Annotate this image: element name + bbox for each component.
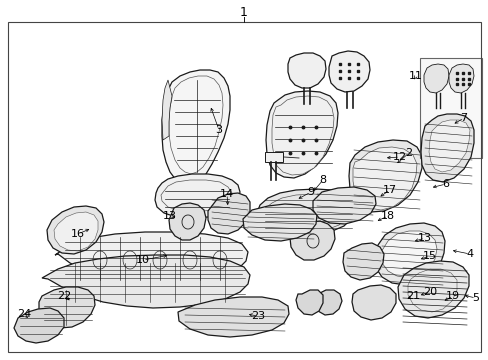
Text: 9: 9 (307, 187, 314, 197)
Text: 23: 23 (250, 311, 264, 321)
Polygon shape (289, 221, 334, 260)
Polygon shape (55, 232, 247, 285)
Polygon shape (312, 187, 375, 224)
Polygon shape (328, 51, 369, 92)
Bar (419, 58, 481, 158)
Text: 12: 12 (392, 152, 406, 162)
Text: 10: 10 (136, 255, 150, 265)
Polygon shape (257, 189, 353, 237)
Text: 20: 20 (422, 287, 436, 297)
Polygon shape (264, 194, 346, 232)
Polygon shape (207, 193, 249, 234)
Text: 21: 21 (405, 291, 419, 301)
Text: 3: 3 (215, 125, 222, 135)
Text: 14: 14 (220, 189, 234, 199)
Polygon shape (271, 96, 333, 175)
Polygon shape (420, 114, 473, 182)
Polygon shape (348, 140, 421, 212)
Polygon shape (47, 206, 104, 254)
Text: 7: 7 (460, 113, 467, 123)
Text: 19: 19 (445, 291, 459, 301)
Text: 15: 15 (422, 251, 436, 261)
Polygon shape (351, 285, 395, 320)
Text: 24: 24 (17, 309, 31, 319)
Polygon shape (14, 308, 64, 343)
Polygon shape (379, 231, 436, 278)
Polygon shape (342, 243, 383, 280)
Polygon shape (265, 91, 337, 178)
Polygon shape (161, 180, 231, 212)
Polygon shape (397, 261, 468, 318)
Text: 18: 18 (380, 211, 394, 221)
Polygon shape (243, 204, 316, 241)
Polygon shape (372, 223, 444, 285)
Text: 5: 5 (471, 293, 479, 303)
Bar (264, 152, 283, 162)
Text: 22: 22 (57, 291, 71, 301)
Text: 17: 17 (382, 185, 396, 195)
Polygon shape (162, 80, 172, 140)
Polygon shape (295, 290, 323, 315)
Polygon shape (428, 120, 469, 172)
Text: 16: 16 (71, 229, 85, 239)
Text: 2: 2 (405, 148, 412, 158)
Polygon shape (448, 64, 473, 93)
Text: 6: 6 (442, 179, 448, 189)
Polygon shape (155, 174, 240, 218)
Polygon shape (287, 53, 325, 88)
Polygon shape (162, 70, 229, 186)
Polygon shape (352, 147, 416, 210)
Polygon shape (54, 212, 98, 251)
Polygon shape (39, 287, 95, 328)
Text: 8: 8 (319, 175, 326, 185)
Polygon shape (313, 290, 341, 315)
Polygon shape (42, 255, 249, 308)
Polygon shape (169, 203, 205, 240)
Polygon shape (423, 64, 448, 93)
Polygon shape (169, 76, 223, 174)
Text: 13: 13 (163, 211, 177, 221)
Polygon shape (178, 297, 288, 337)
Text: 4: 4 (466, 249, 472, 259)
Text: 11: 11 (408, 71, 422, 81)
Text: 1: 1 (240, 5, 247, 18)
Text: 13: 13 (417, 233, 431, 243)
